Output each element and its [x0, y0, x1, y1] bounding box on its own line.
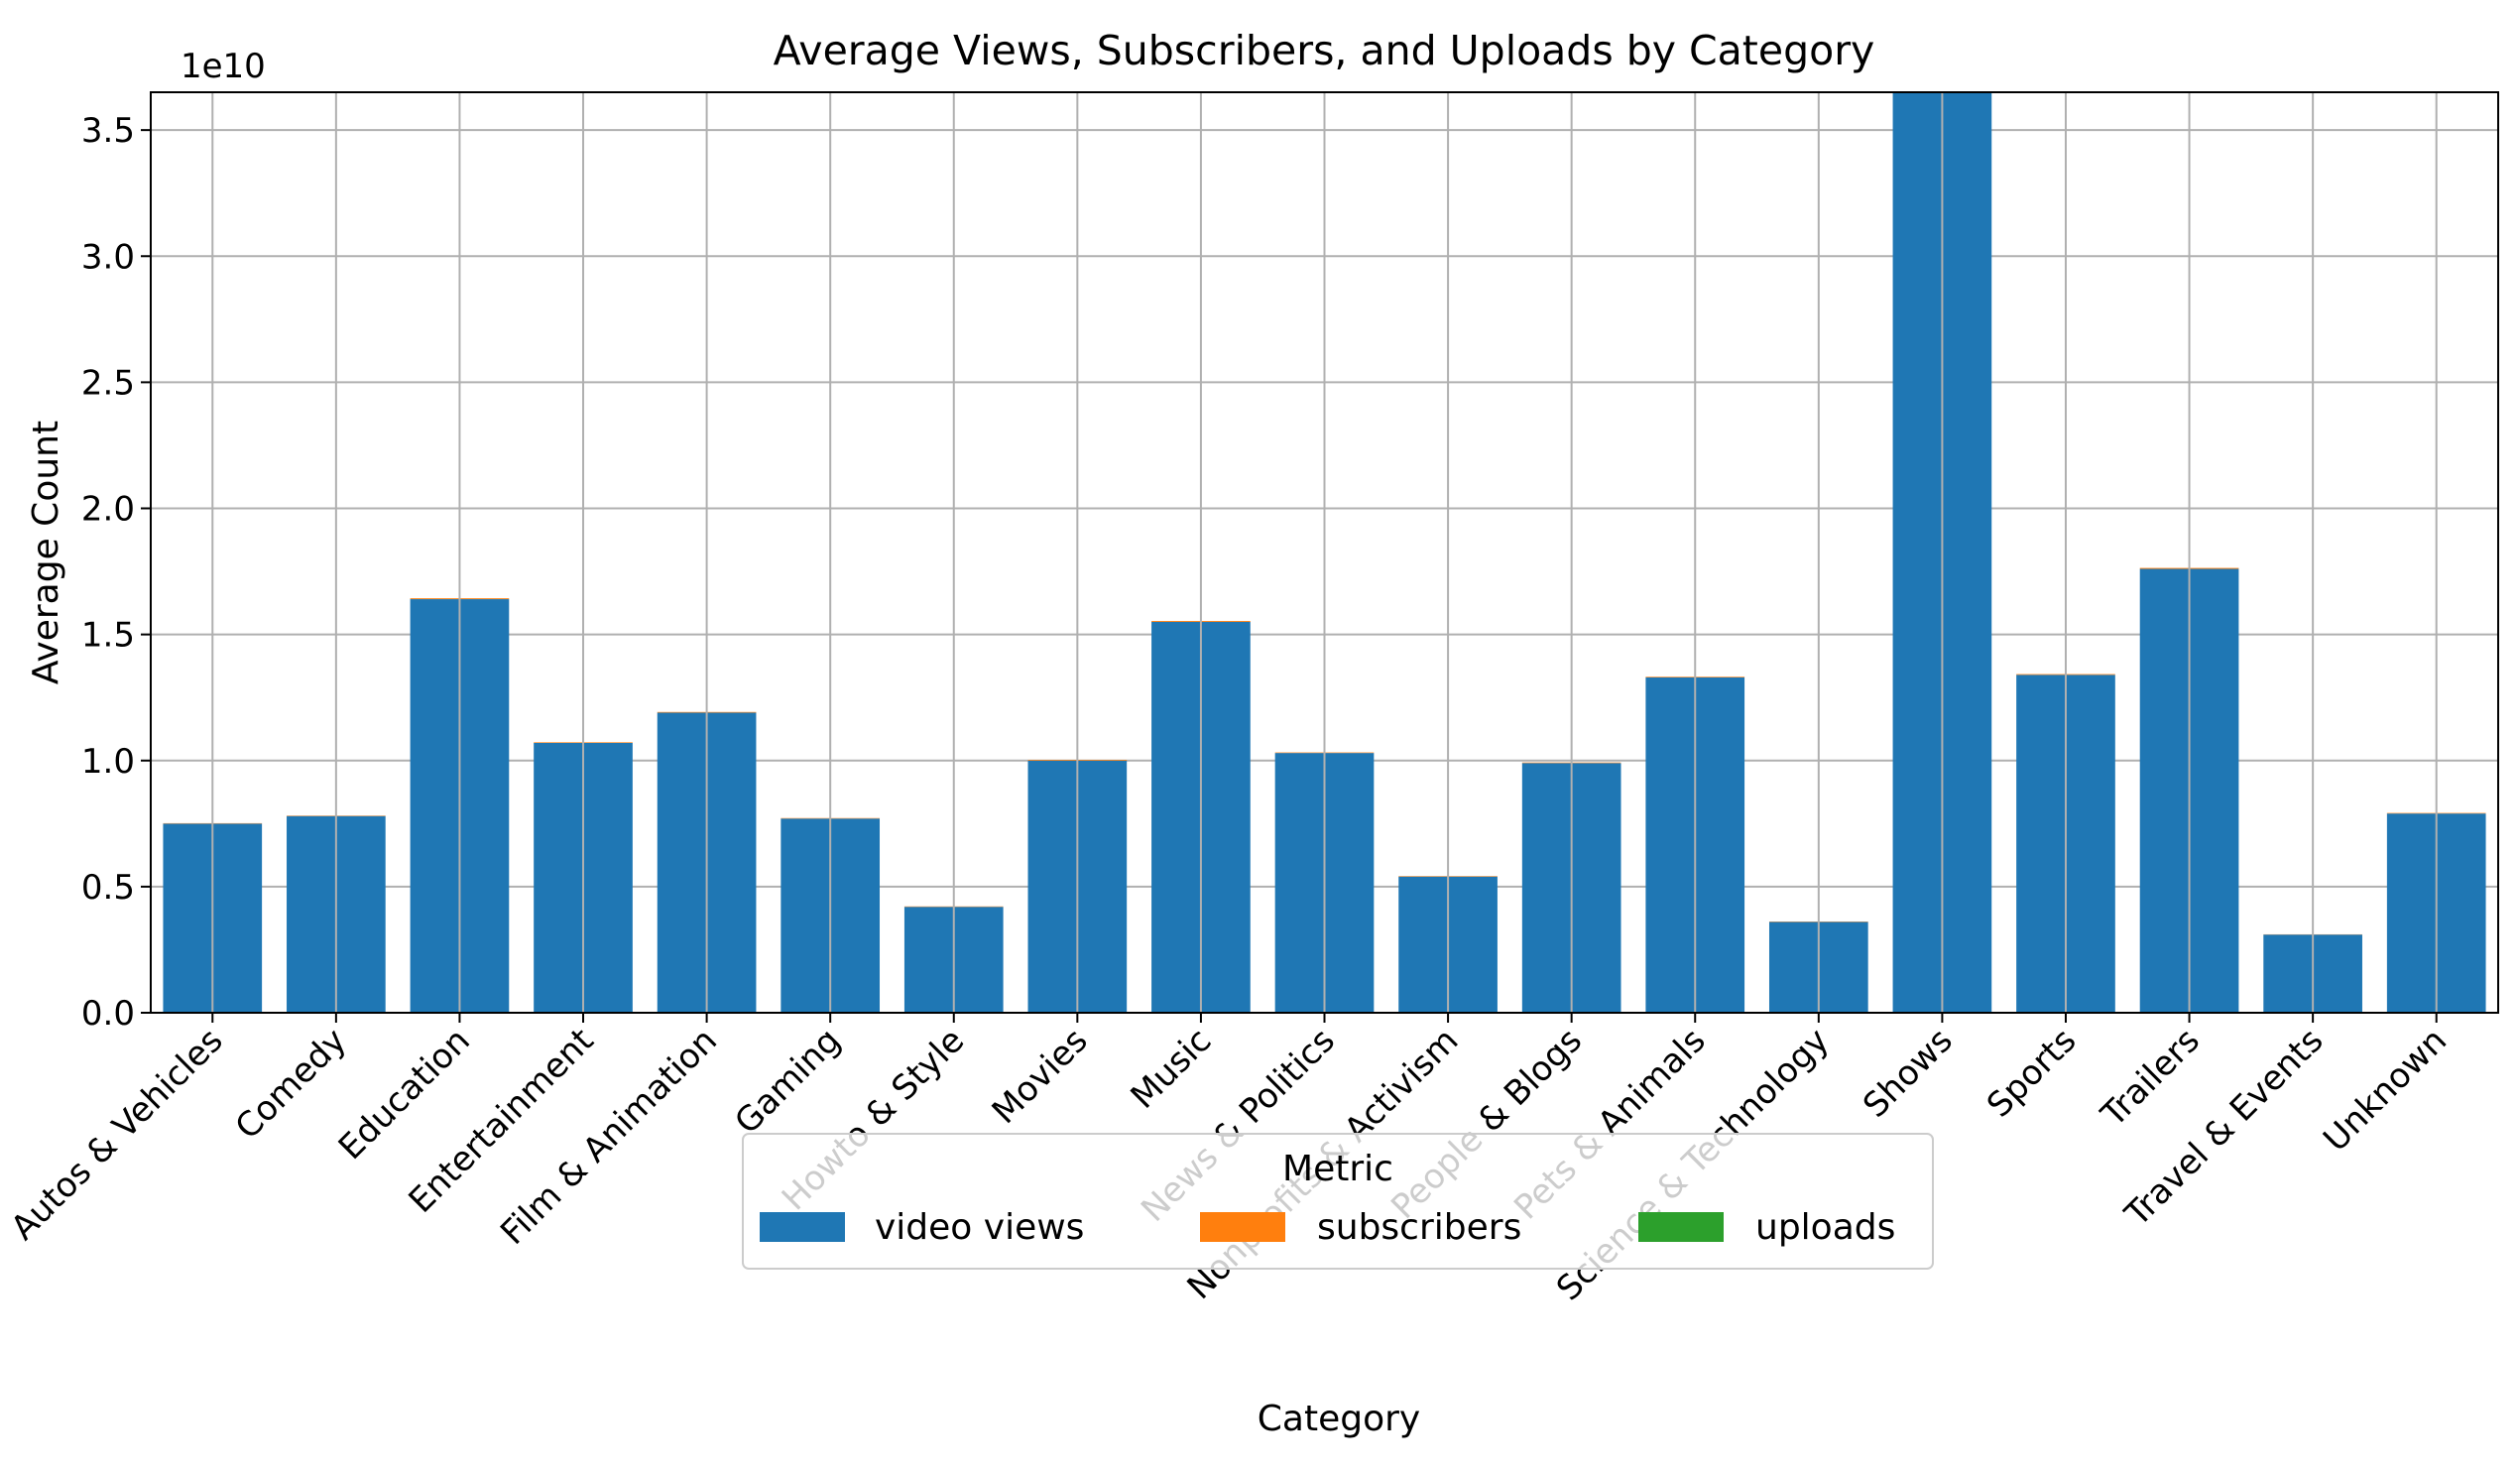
legend-swatch-subscribers	[1200, 1212, 1285, 1242]
y-tick-label: 2.5	[81, 363, 135, 403]
y-tick-label: 1.0	[81, 742, 135, 782]
y-tick-label: 0.0	[81, 994, 135, 1034]
y-axis-label: Average Count	[26, 421, 66, 684]
x-axis-label: Category	[1258, 1399, 1420, 1439]
y-axis-offset-label: 1e10	[180, 47, 266, 86]
x-tick-label: Movies	[985, 1021, 1096, 1132]
y-axis-ticks: 0.0 0.5 1.0 1.5 2.0 2.5 3.0 3.5	[81, 111, 151, 1034]
x-tick-label: Unknown	[2316, 1021, 2455, 1160]
x-tick-label: Film & Animation	[493, 1021, 725, 1253]
legend-label-video-views: video views	[875, 1207, 1084, 1248]
x-tick-label: Autos & Vehicles	[3, 1021, 230, 1248]
x-tick-label: Gaming	[727, 1021, 848, 1142]
x-tick-label: Shows	[1856, 1021, 1961, 1126]
x-tick-label: Trailers	[2094, 1021, 2208, 1135]
legend-title: Metric	[1282, 1149, 1393, 1189]
y-tick-label: 3.5	[81, 111, 135, 151]
y-tick-label: 1.5	[81, 616, 135, 656]
x-tick-label: Comedy	[228, 1021, 354, 1147]
legend-swatch-uploads	[1638, 1212, 1724, 1242]
legend: Metric video views subscribers uploads	[743, 1134, 1933, 1269]
y-tick-label: 0.5	[81, 868, 135, 908]
x-tick-label: Sports	[1980, 1021, 2084, 1125]
legend-label-subscribers: subscribers	[1317, 1207, 1521, 1248]
legend-swatch-video-views	[760, 1212, 845, 1242]
y-tick-label: 2.0	[81, 490, 135, 530]
x-tick-label: Music	[1124, 1021, 1220, 1117]
y-tick-label: 3.0	[81, 237, 135, 277]
legend-label-uploads: uploads	[1755, 1207, 1895, 1248]
chart-title: Average Views, Subscribers, and Uploads …	[774, 27, 1875, 74]
